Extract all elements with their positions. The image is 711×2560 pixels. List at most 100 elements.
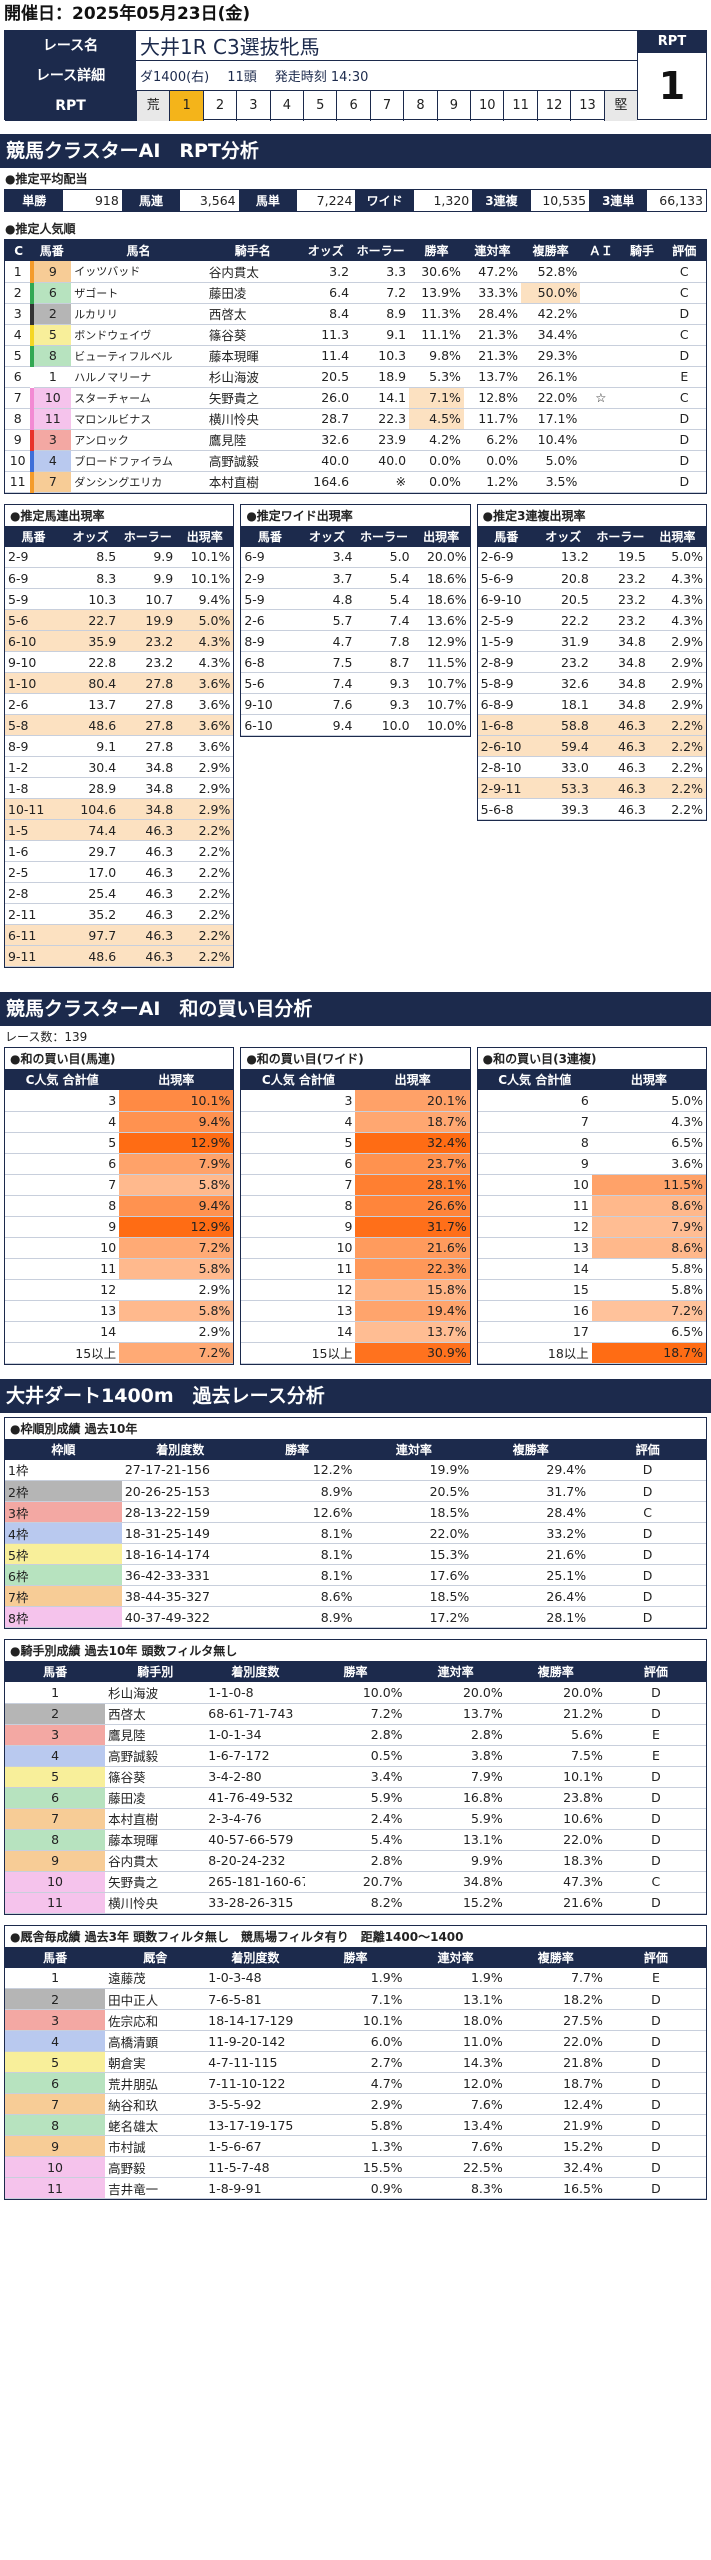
table-cell: [621, 324, 663, 346]
table-row: 11 横川怜央 33-28-26-315 8.2% 15.2% 21.6% D: [5, 1892, 706, 1914]
table-cell: 8: [5, 2114, 106, 2136]
table-cell: 篠谷葵: [205, 324, 300, 346]
table-cell: 10: [30, 387, 72, 409]
table-cell: 2枠: [5, 1480, 122, 1502]
table-cell: 25.4: [62, 882, 120, 904]
table-cell: 4枠: [5, 1522, 122, 1544]
table-cell: [621, 471, 663, 493]
table-cell: 8-9: [5, 735, 63, 757]
table-row: 6-11 97.7 46.3 2.2%: [5, 924, 234, 946]
table-cell: 5.0%: [648, 546, 706, 568]
table-cell: 2.9%: [176, 798, 234, 820]
column-header: 複勝率: [472, 1438, 590, 1460]
table-cell: 31.7%: [355, 1216, 470, 1238]
table-cell: 28.1%: [472, 1606, 590, 1628]
table-cell: 7.8: [355, 630, 413, 652]
table-cell: 4: [5, 324, 33, 346]
table-cell: 47.2%: [463, 261, 521, 283]
table-cell: D: [605, 1808, 706, 1830]
table-cell: 3.2: [299, 261, 353, 283]
column-header: 勝率: [409, 240, 464, 261]
table-cell: 8.4: [299, 303, 353, 325]
table-cell: 2.9%: [119, 1279, 234, 1301]
table-cell: 7枠: [5, 1585, 122, 1607]
table-cell: 164.6: [299, 471, 353, 493]
table-cell: 11: [5, 2177, 106, 2199]
table-cell: 高野誠毅: [205, 450, 300, 472]
table-cell: 13.7: [62, 693, 120, 715]
table-cell: 22.5%: [405, 2156, 506, 2178]
table-cell: 21.6%: [355, 1237, 470, 1259]
table-cell: 2-5-9: [477, 609, 535, 631]
table-cell: 11.5%: [412, 651, 470, 673]
table-cell: ブロードファイラム: [71, 450, 206, 472]
table-cell: ※: [352, 471, 410, 493]
table-cell: 11.3: [299, 324, 353, 346]
table-cell: C: [589, 1501, 706, 1523]
table-cell: 34.8: [119, 777, 177, 799]
table-cell: 9.4: [298, 714, 356, 736]
rpt-scale-cell: 7: [369, 91, 403, 121]
column-header: C人気 合計値: [5, 1069, 120, 1090]
table-cell: D: [605, 2072, 706, 2094]
table-cell: 23.8%: [505, 1787, 606, 1809]
table-cell: 横川怜央: [205, 408, 300, 430]
column-header: 評価: [605, 1661, 706, 1682]
table-cell: 1: [5, 261, 33, 283]
table-cell: 7.1%: [305, 1988, 406, 2010]
table-cell: 3.4: [298, 546, 356, 568]
table-cell: 27.8: [119, 672, 177, 694]
wide-table: 馬番 オッズ ホーラー 出現率 6-9 3.4 5.0 20.0% 2-9 3.7 5.4 18.6%…: [241, 525, 470, 736]
table-row: 10 4 ブロードファイラム 高野誠毅 40.0 40.0 0.0% 0.0% 5.0% D: [5, 450, 706, 472]
table-cell: C: [605, 1871, 706, 1893]
table-cell: 1: [30, 366, 72, 388]
table-header-row: 枠順 着別度数 勝率 連対率 複勝率 評価: [5, 1438, 706, 1460]
waku-title: ●枠順別成績 過去10年: [10, 1421, 138, 1436]
table-cell: 12: [477, 1216, 592, 1238]
table-row: 1枠 27-17-21-156 12.2% 19.9% 29.4% D: [5, 1459, 706, 1481]
table-cell: 8.6%: [591, 1195, 706, 1217]
table-cell: 11.0%: [405, 2030, 506, 2052]
table-cell: 鷹見陸: [105, 1724, 206, 1746]
table-header-row: C人気 合計値 出現率: [477, 1069, 706, 1090]
table-row: 8 9.4%: [5, 1195, 234, 1217]
table-cell: 18.3%: [505, 1850, 606, 1872]
table-cell: 8.2%: [305, 1892, 406, 1914]
table-cell: 18.7%: [591, 1342, 706, 1364]
table-cell: 7-11-10-122: [205, 2072, 306, 2094]
table-cell: D: [589, 1480, 706, 1502]
table-row: 7 納谷和玖 3-5-5-92 2.9% 7.6% 12.4% D: [5, 2093, 706, 2115]
table-cell: 3: [5, 303, 33, 325]
table-cell: 9.3: [355, 672, 413, 694]
table-cell: 22.0%: [521, 387, 581, 409]
table-cell: ビューティフルベル: [71, 345, 206, 367]
table-cell: 46.3: [119, 903, 177, 925]
table-cell: 1-5-6-67: [205, 2135, 306, 2157]
table-cell: 5.9%: [405, 1808, 506, 1830]
column-header: ホーラー: [352, 240, 410, 261]
rpt-scale-cell: 荒: [136, 91, 170, 121]
table-cell: D: [605, 2030, 706, 2052]
table-cell: 33.3%: [463, 282, 521, 304]
table-cell: D: [605, 2093, 706, 2115]
table-cell: 2: [5, 1703, 106, 1725]
table-row: 2枠 20-26-25-153 8.9% 20.5% 31.7% D: [5, 1480, 706, 1502]
rpt-label: RPT: [5, 91, 136, 121]
table-cell: 15.2%: [405, 1892, 506, 1914]
table-cell: 22.0%: [505, 2030, 606, 2052]
table-cell: 40.0: [352, 450, 410, 472]
table-row: 1 9 イッツバッド 谷内貫太 3.2 3.3 30.6% 47.2% 52.8% C: [5, 261, 706, 283]
table-row: 5-6 7.4 9.3 10.7%: [241, 672, 470, 694]
table-cell: 2.2%: [176, 840, 234, 862]
table-cell: 10.3: [62, 588, 120, 610]
table-row: 1-5 74.4 46.3 2.2%: [5, 819, 234, 841]
table-cell: D: [589, 1585, 706, 1607]
table-cell: 19.9: [119, 609, 177, 631]
table-cell: 1-6: [5, 840, 63, 862]
table-cell: 3.5%: [521, 471, 581, 493]
table-cell: 16.5%: [505, 2177, 606, 2199]
table-cell: 12.8%: [463, 387, 521, 409]
sum-umaren-title: ●和の買い目(馬連): [10, 1052, 116, 1066]
table-cell: 2.2%: [176, 945, 234, 967]
table-cell: 30.4: [62, 756, 120, 778]
